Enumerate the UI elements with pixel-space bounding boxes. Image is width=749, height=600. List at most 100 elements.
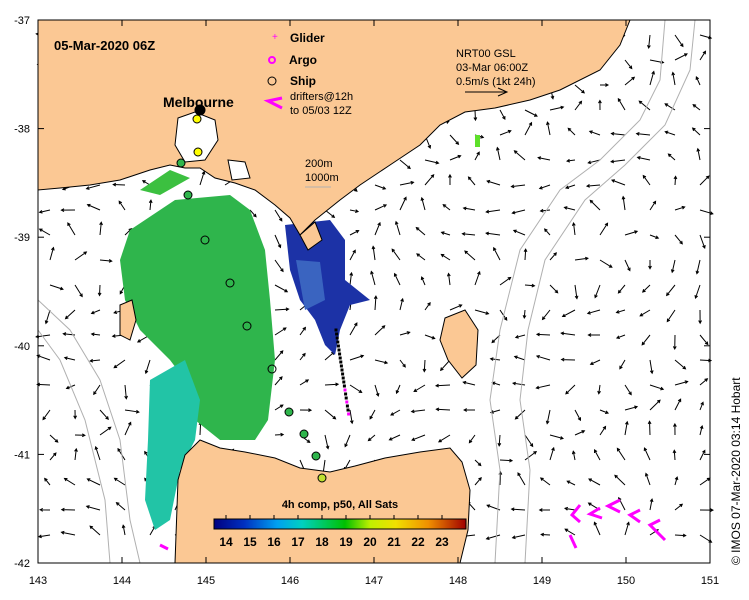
current-arrow xyxy=(493,246,501,261)
current-arrow xyxy=(649,234,660,240)
current-arrow xyxy=(624,59,633,70)
glider-point xyxy=(345,404,349,408)
current-arrow xyxy=(424,159,440,165)
current-arrow xyxy=(513,150,526,161)
current-arrow xyxy=(695,75,701,86)
current-arrow xyxy=(587,159,601,165)
glider-point xyxy=(336,344,340,348)
current-arrow xyxy=(571,450,576,461)
glider-point xyxy=(342,384,346,388)
current-arrow xyxy=(598,99,602,111)
current-arrow xyxy=(99,409,109,420)
current-arrow xyxy=(440,231,451,236)
current-arrow xyxy=(299,352,306,361)
current-arrow xyxy=(699,508,714,512)
current-arrow xyxy=(599,259,613,268)
x-tick-label: 150 xyxy=(617,575,635,587)
current-arrow xyxy=(60,208,76,212)
glider-point xyxy=(341,372,345,376)
current-arrow xyxy=(93,384,101,396)
current-arrow xyxy=(699,234,706,250)
current-arrow xyxy=(571,221,576,236)
current-arrow xyxy=(549,284,559,294)
y-tick-label: -42 xyxy=(14,558,30,570)
y-tick-label: -38 xyxy=(14,124,30,136)
current-arrow xyxy=(512,381,526,386)
current-arrow xyxy=(399,196,407,211)
glider-point xyxy=(343,388,347,392)
current-arrow xyxy=(44,309,51,325)
current-arrow xyxy=(63,477,76,486)
current-arrow xyxy=(374,221,381,236)
current-arrow xyxy=(113,477,126,486)
current-arrow xyxy=(648,259,652,270)
current-arrow xyxy=(349,384,363,394)
current-arrow xyxy=(344,434,351,448)
current-arrow xyxy=(566,480,576,486)
current-arrow xyxy=(486,179,501,186)
current-arrow xyxy=(674,205,686,211)
current-arrow xyxy=(39,507,51,512)
current-arrow xyxy=(699,358,713,363)
current-arrow xyxy=(399,297,404,311)
current-arrow xyxy=(599,425,607,436)
current-arrow xyxy=(249,209,257,218)
colorbar-tick-label: 15 xyxy=(243,535,257,549)
current-arrow xyxy=(649,384,665,391)
current-arrow xyxy=(299,326,307,336)
current-arrow xyxy=(615,334,626,339)
current-arrow xyxy=(324,409,337,420)
current-arrow xyxy=(36,382,51,387)
glider-point xyxy=(336,340,340,344)
current-arrow xyxy=(673,175,678,186)
current-arrow xyxy=(574,84,585,94)
current-arrow xyxy=(485,534,501,541)
current-arrow xyxy=(619,359,626,370)
y-tick-label: -40 xyxy=(14,341,30,353)
current-arrow xyxy=(698,309,702,325)
current-arrow xyxy=(112,182,126,187)
current-arrow xyxy=(638,100,651,111)
current-arrow xyxy=(699,50,707,61)
current-arrow xyxy=(44,477,51,486)
glider-point xyxy=(337,348,341,352)
y-tick-label: -37 xyxy=(14,15,30,27)
current-arrow xyxy=(666,309,676,323)
current-arrow xyxy=(649,399,661,411)
glider-point xyxy=(342,380,346,384)
current-arrow xyxy=(564,506,576,511)
current-arrow xyxy=(511,534,526,540)
current-arrow xyxy=(424,174,435,186)
current-arrow xyxy=(440,253,451,261)
glider-point xyxy=(346,408,350,412)
legend-ship: Ship xyxy=(290,74,316,88)
current-arrow xyxy=(537,156,551,161)
current-arrow xyxy=(374,325,386,336)
current-arrow xyxy=(510,184,526,189)
current-arrow xyxy=(474,270,481,286)
current-arrow xyxy=(649,200,657,211)
current-arrow xyxy=(549,252,557,261)
ship-icon xyxy=(267,76,277,86)
glider-point xyxy=(341,376,345,380)
current-arrow xyxy=(390,409,401,416)
current-arrow xyxy=(599,83,610,87)
current-arrow xyxy=(442,203,451,211)
current-arrow xyxy=(474,309,490,315)
legend-drifters-1: drifters@12h xyxy=(290,91,353,103)
colorbar-tick-label: 23 xyxy=(435,535,449,549)
axes: 143 144 145 146 147 148 149 150 151 -37 -38 -39 -40 -… xyxy=(14,15,719,587)
current-arrow xyxy=(374,384,380,397)
current-arrow xyxy=(665,284,676,297)
current-arrow xyxy=(393,272,401,286)
current-arrow xyxy=(439,359,451,372)
current-arrow xyxy=(674,234,683,245)
colorbar-tick-label: 16 xyxy=(267,535,281,549)
current-arrow xyxy=(624,230,639,236)
current-arrow xyxy=(274,234,282,249)
current-arrow xyxy=(422,359,427,373)
current-arrow xyxy=(60,530,76,536)
current-arrow xyxy=(36,354,51,361)
glider-point xyxy=(339,364,343,368)
current-arrow xyxy=(38,228,51,236)
